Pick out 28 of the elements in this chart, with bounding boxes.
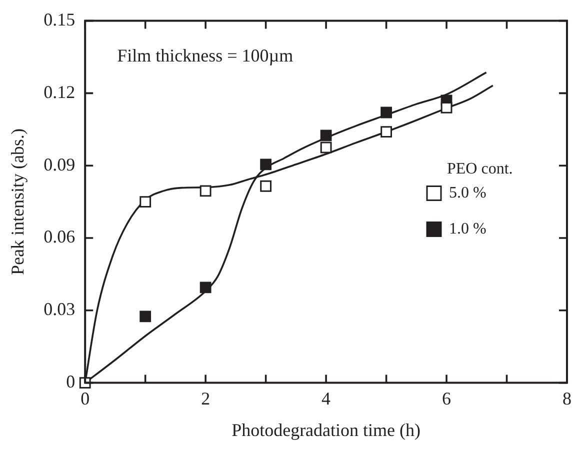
y-tick-label: 0.03 bbox=[44, 299, 76, 320]
x-axis-title: Photodegradation time (h) bbox=[232, 420, 421, 440]
y-tick-label: 0 bbox=[66, 372, 76, 392]
point bbox=[440, 102, 452, 114]
point bbox=[260, 158, 272, 170]
annotation: Film thickness = 100µm bbox=[117, 46, 294, 66]
legend-label: 1.0 % bbox=[449, 220, 486, 238]
y-tick-label: 0.15 bbox=[44, 10, 76, 30]
legend-title: PEO cont. bbox=[447, 160, 513, 178]
x-tick-label: 2 bbox=[201, 388, 210, 408]
y-tick-label: 0.12 bbox=[44, 82, 76, 102]
y-axis-title: Peak intensity (abs.) bbox=[8, 128, 28, 276]
point bbox=[260, 180, 272, 192]
point bbox=[140, 310, 152, 322]
point bbox=[200, 185, 212, 197]
legend-label: 5.0 % bbox=[449, 184, 486, 202]
x-tick-label: 6 bbox=[442, 388, 452, 408]
point bbox=[200, 282, 212, 294]
x-tick-label: 8 bbox=[562, 388, 572, 408]
point bbox=[380, 106, 392, 118]
x-tick-label: 0 bbox=[80, 388, 90, 408]
point bbox=[140, 196, 152, 208]
point bbox=[320, 130, 332, 142]
y-tick-label: 0.09 bbox=[44, 154, 76, 174]
point bbox=[380, 126, 392, 138]
x-tick-label: 4 bbox=[322, 388, 331, 408]
y-tick-label: 0.06 bbox=[44, 226, 76, 247]
point bbox=[320, 142, 332, 154]
